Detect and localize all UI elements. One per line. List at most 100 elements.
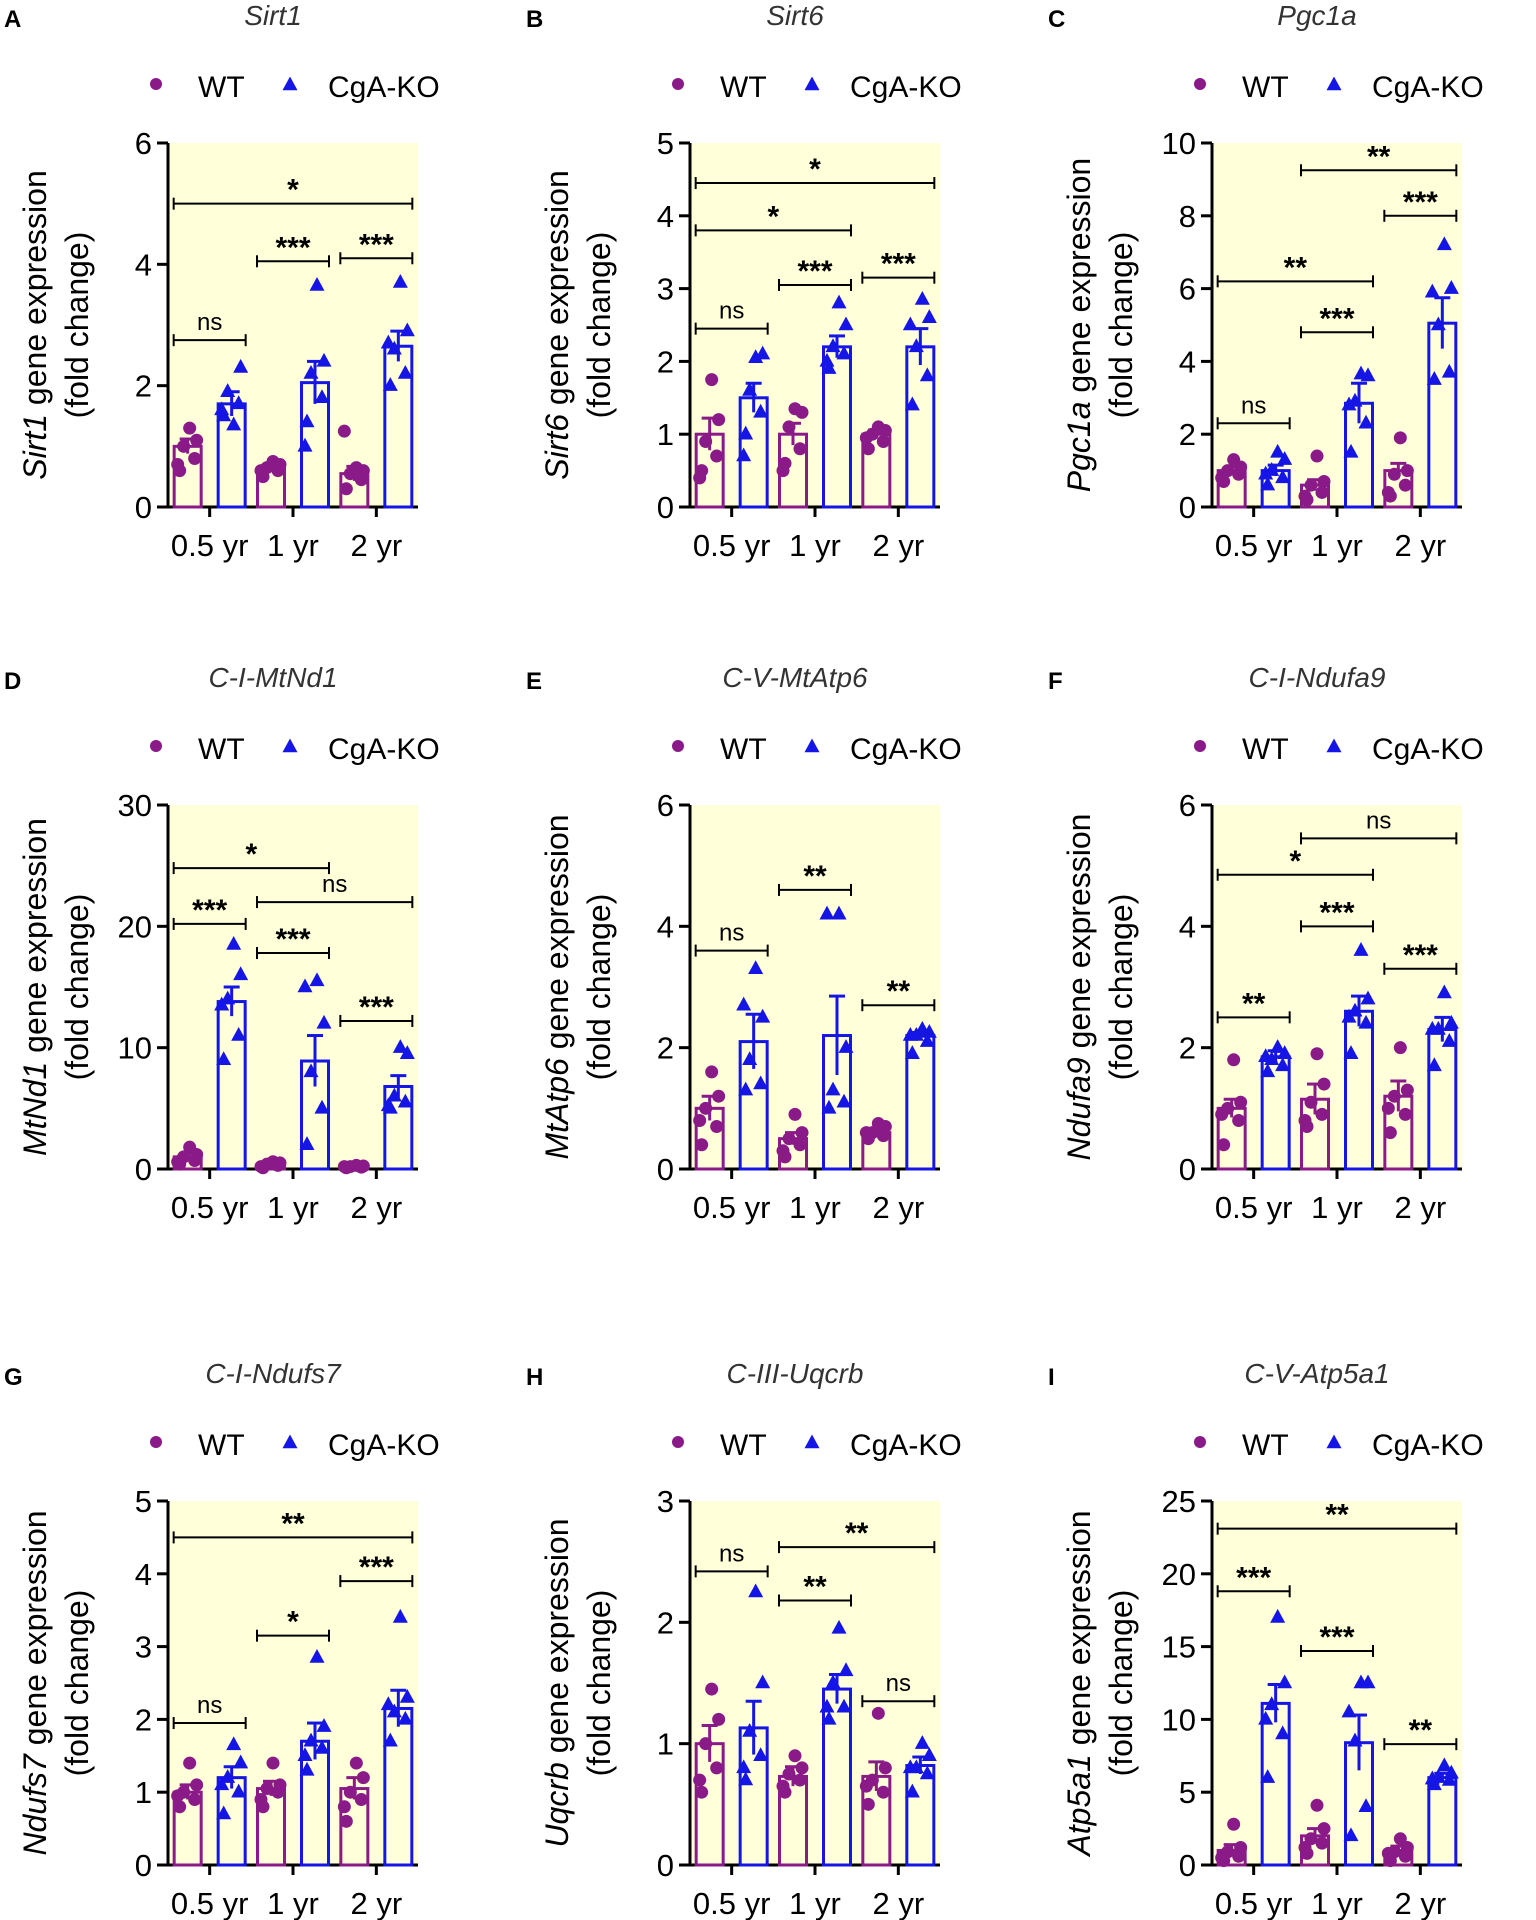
- data-point-wt: [1393, 431, 1407, 445]
- significance-label: ns: [197, 309, 222, 336]
- data-point-wt: [859, 1779, 873, 1793]
- data-point-wt: [337, 424, 351, 438]
- data-point-ko: [1341, 1703, 1357, 1718]
- data-point-wt: [1304, 1095, 1318, 1109]
- data-point-ko: [297, 978, 313, 993]
- data-point-wt: [188, 451, 202, 465]
- x-tick-label: 2 yr: [872, 1886, 924, 1920]
- x-tick-label: 1 yr: [1311, 1190, 1363, 1225]
- data-point-ko: [299, 413, 315, 428]
- y-tick-label: 15: [1162, 1630, 1196, 1665]
- y-axis-label: Ndufa9 gene expression: [1061, 814, 1097, 1161]
- y-tick-label: 6: [657, 788, 674, 823]
- data-point-ko: [399, 1689, 415, 1703]
- data-point-wt: [1310, 1798, 1324, 1812]
- data-point-ko: [919, 1765, 935, 1780]
- data-point-wt: [1381, 1846, 1395, 1860]
- data-point-ko: [1441, 1771, 1457, 1786]
- panel-h: H C-III-Uqcrb WT CgA-KO 0 1 2 3 Uqcrb gene expre…: [526, 1358, 962, 1920]
- x-tick-label: 1 yr: [267, 528, 319, 563]
- data-point-ko: [309, 277, 325, 291]
- data-point-ko: [314, 1099, 330, 1114]
- data-point-ko: [231, 1783, 247, 1798]
- data-point-wt: [266, 455, 280, 468]
- y-axis-label: MtAtp6 gene expression: [539, 814, 575, 1159]
- legend-wt-label: WT: [1242, 733, 1289, 766]
- y-tick-label: 0: [135, 1848, 152, 1883]
- data-point-ko: [1264, 1696, 1280, 1711]
- data-point-ko: [831, 294, 847, 309]
- y-axis-label: Sirt1 gene expression: [17, 170, 53, 480]
- y-tick-label: 5: [657, 126, 674, 161]
- x-tick-label: 2 yr: [350, 1190, 402, 1225]
- data-point-ko: [825, 1674, 841, 1689]
- data-point-ko: [821, 1099, 837, 1114]
- data-point-wt: [339, 1814, 353, 1828]
- y-axis-label-2: (fold change): [581, 232, 617, 419]
- y-tick-label: 2: [657, 1605, 674, 1640]
- panel-e: E C-V-MtAtp6 WT CgA-KO 0 2 4 6 MtAtp6 gene expre…: [526, 662, 962, 1225]
- data-point-ko: [838, 1662, 854, 1677]
- chart-title: Sirt1: [244, 0, 302, 31]
- data-point-wt: [337, 1800, 351, 1814]
- legend-wt-label: WT: [1242, 1429, 1289, 1462]
- data-point-wt: [349, 461, 363, 475]
- data-point-wt: [782, 1132, 796, 1146]
- y-axis-label-rest: gene expression: [1061, 158, 1097, 402]
- x-tick-label: 0.5 yr: [1215, 1886, 1293, 1920]
- significance-label: **: [1367, 140, 1391, 173]
- y-tick-label: 10: [1162, 126, 1196, 161]
- data-point-ko: [819, 905, 835, 920]
- significance-label: **: [803, 1570, 827, 1603]
- y-tick-label: 0: [657, 1848, 674, 1883]
- x-tick-label: 1 yr: [789, 1886, 841, 1920]
- data-point-ko: [303, 364, 319, 379]
- y-axis-label-gene: Uqcrb: [539, 1762, 575, 1847]
- data-point-ko: [380, 1097, 396, 1112]
- y-tick-label: 3: [657, 1484, 674, 1519]
- data-point-wt: [1315, 485, 1329, 499]
- data-point-ko: [392, 1039, 408, 1053]
- y-tick-label: 0: [135, 1152, 152, 1187]
- significance-label: ns: [322, 871, 347, 898]
- chart-title: C-I-MtNd1: [208, 662, 337, 693]
- significance-label: *: [809, 153, 821, 186]
- significance-label: ***: [275, 231, 310, 264]
- data-point-wt: [861, 1797, 875, 1811]
- data-point-ko: [1424, 1770, 1440, 1785]
- data-point-ko: [1443, 280, 1459, 294]
- data-point-ko: [902, 1759, 918, 1774]
- significance-label: **: [1284, 251, 1308, 284]
- data-point-ko: [921, 309, 937, 323]
- data-point-wt: [861, 442, 875, 456]
- data-point-wt: [260, 1782, 274, 1796]
- significance-label: ***: [1236, 1561, 1271, 1594]
- significance-label: ***: [1319, 302, 1354, 335]
- x-tick-label: 1 yr: [267, 1886, 319, 1920]
- data-point-ko: [1277, 451, 1293, 465]
- data-point-wt: [177, 439, 191, 453]
- x-tick-label: 1 yr: [1311, 1886, 1363, 1920]
- panel-a: A Sirt1 WT CgA-KO 0 2 4 6 Sirt1 gene expression(…: [4, 0, 440, 563]
- y-tick-label: 2: [657, 344, 674, 379]
- data-point-ko: [748, 960, 764, 975]
- data-point-ko: [1260, 1769, 1276, 1783]
- legend-wt-marker: [150, 78, 162, 90]
- x-tick-label: 1 yr: [789, 1190, 841, 1225]
- data-point-wt: [795, 1761, 809, 1775]
- x-tick-label: 0.5 yr: [171, 1886, 249, 1920]
- data-point-ko: [297, 1747, 313, 1762]
- legend-wt-label: WT: [198, 71, 245, 104]
- y-axis-label-gene: MtNd1: [17, 1062, 53, 1156]
- data-point-wt: [1398, 1107, 1412, 1121]
- y-tick-label: 0: [657, 1152, 674, 1187]
- data-point-wt: [1315, 1836, 1329, 1850]
- panel-letter: I: [1048, 1364, 1055, 1391]
- significance-label: **: [1242, 987, 1266, 1020]
- legend-wt-marker: [1194, 740, 1206, 752]
- significance-label: ***: [797, 255, 832, 288]
- data-point-ko: [819, 1698, 835, 1713]
- data-point-wt: [699, 1101, 713, 1115]
- panel-letter: H: [526, 1364, 543, 1391]
- data-point-ko: [1436, 984, 1452, 999]
